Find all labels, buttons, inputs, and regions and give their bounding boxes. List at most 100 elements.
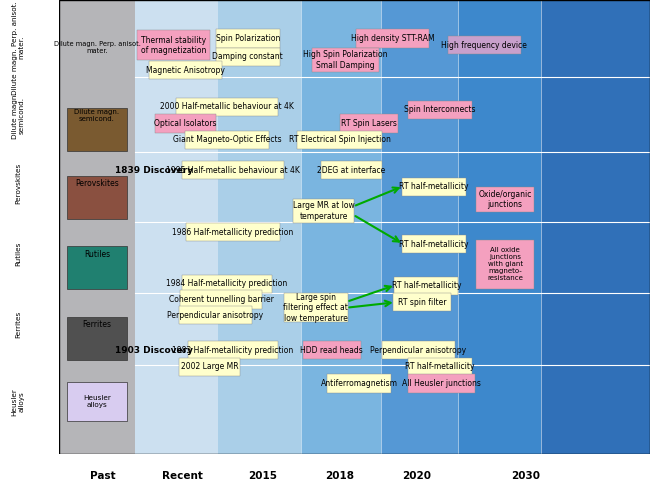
Text: Perpendicular anisotropy: Perpendicular anisotropy bbox=[167, 311, 263, 320]
FancyBboxPatch shape bbox=[408, 358, 472, 376]
Text: RT Spin Lasers: RT Spin Lasers bbox=[341, 119, 397, 128]
FancyBboxPatch shape bbox=[284, 293, 348, 322]
FancyBboxPatch shape bbox=[137, 30, 210, 61]
FancyBboxPatch shape bbox=[393, 293, 451, 311]
Text: Past: Past bbox=[90, 471, 116, 481]
Text: RT half-metallicity: RT half-metallicity bbox=[399, 240, 469, 249]
Text: Perpendicular anisotropy: Perpendicular anisotropy bbox=[370, 346, 466, 355]
Bar bbox=[58, 0, 135, 454]
Text: 2000 Half-metallic behaviour at 4K: 2000 Half-metallic behaviour at 4K bbox=[160, 102, 294, 111]
FancyBboxPatch shape bbox=[448, 36, 521, 55]
Text: High Spin Polarization
Small Damping: High Spin Polarization Small Damping bbox=[303, 50, 387, 70]
FancyBboxPatch shape bbox=[180, 290, 262, 308]
FancyBboxPatch shape bbox=[179, 358, 240, 376]
Bar bbox=[135, 0, 218, 454]
Text: All oxide
junctions
with giant
magneto-
resistance: All oxide junctions with giant magneto- … bbox=[487, 247, 523, 281]
FancyBboxPatch shape bbox=[303, 341, 361, 360]
Text: Rutiles: Rutiles bbox=[84, 250, 110, 259]
Bar bbox=[68, 317, 127, 360]
FancyBboxPatch shape bbox=[402, 235, 466, 253]
Text: RT Electrical Spin Injection: RT Electrical Spin Injection bbox=[289, 135, 391, 144]
Bar bbox=[68, 246, 127, 289]
Text: Perovskites: Perovskites bbox=[75, 179, 119, 188]
Text: Thermal stability
of magnetization: Thermal stability of magnetization bbox=[141, 36, 207, 55]
Text: High frequency device: High frequency device bbox=[441, 41, 527, 50]
Text: Heusler
alloys: Heusler alloys bbox=[83, 395, 111, 408]
Text: 2DEG at interface: 2DEG at interface bbox=[317, 166, 385, 175]
Text: Large spin
filtering effect at
low temperature: Large spin filtering effect at low tempe… bbox=[283, 293, 348, 323]
Text: All Heusler junctions: All Heusler junctions bbox=[402, 379, 481, 388]
FancyBboxPatch shape bbox=[155, 114, 216, 133]
Text: 2020: 2020 bbox=[402, 471, 431, 481]
Text: Coherent tunnelling barrier: Coherent tunnelling barrier bbox=[169, 295, 274, 304]
Text: 2030: 2030 bbox=[512, 471, 540, 481]
Bar bbox=[68, 176, 127, 219]
Text: Spin Polarization: Spin Polarization bbox=[216, 34, 280, 43]
Bar bbox=[381, 0, 458, 454]
Text: Magnetic Anisotropy: Magnetic Anisotropy bbox=[146, 66, 225, 75]
FancyBboxPatch shape bbox=[476, 240, 534, 288]
FancyBboxPatch shape bbox=[187, 224, 280, 242]
Text: Damping constant: Damping constant bbox=[213, 52, 283, 61]
FancyBboxPatch shape bbox=[179, 306, 252, 325]
FancyBboxPatch shape bbox=[356, 29, 429, 48]
Bar bbox=[541, 0, 650, 454]
Text: High density STT-RAM: High density STT-RAM bbox=[351, 34, 434, 43]
Text: Dilute magn.
semicond.: Dilute magn. semicond. bbox=[12, 92, 25, 139]
Text: 1995 Half-metallic behaviour at 4K: 1995 Half-metallic behaviour at 4K bbox=[166, 166, 300, 175]
FancyBboxPatch shape bbox=[185, 131, 269, 149]
Text: Dilute magn. Perp. anisot.
mater.: Dilute magn. Perp. anisot. mater. bbox=[53, 41, 140, 54]
Text: Perovskites: Perovskites bbox=[15, 163, 21, 204]
Text: Recent: Recent bbox=[162, 471, 203, 481]
Text: Giant Magneto-Optic Effects: Giant Magneto-Optic Effects bbox=[173, 135, 281, 144]
FancyBboxPatch shape bbox=[408, 374, 475, 392]
Text: Ferrites: Ferrites bbox=[83, 320, 111, 329]
Bar bbox=[218, 0, 301, 454]
Text: Oxide/organic
junctions: Oxide/organic junctions bbox=[478, 190, 532, 209]
Text: 1983 Half-metallicity prediction: 1983 Half-metallicity prediction bbox=[172, 346, 294, 355]
Text: Dilute magn.
semicond.: Dilute magn. semicond. bbox=[74, 109, 120, 122]
FancyBboxPatch shape bbox=[176, 98, 278, 116]
Text: Dilute magn. Perp. anisot.
mater.: Dilute magn. Perp. anisot. mater. bbox=[12, 1, 25, 95]
FancyBboxPatch shape bbox=[293, 199, 354, 224]
Bar bbox=[68, 108, 127, 151]
Text: Optical Isolators: Optical Isolators bbox=[155, 119, 217, 128]
FancyBboxPatch shape bbox=[182, 275, 272, 293]
FancyBboxPatch shape bbox=[216, 29, 280, 48]
FancyBboxPatch shape bbox=[327, 374, 391, 392]
FancyBboxPatch shape bbox=[340, 114, 398, 133]
Text: 2018: 2018 bbox=[325, 471, 354, 481]
Text: 1986 Half-metallicity prediction: 1986 Half-metallicity prediction bbox=[172, 228, 294, 237]
Text: 1903 Discovery: 1903 Discovery bbox=[115, 346, 193, 355]
Text: Spin Interconnects: Spin Interconnects bbox=[404, 105, 476, 114]
FancyBboxPatch shape bbox=[182, 161, 284, 179]
Text: Antiferromagnetism: Antiferromagnetism bbox=[320, 379, 398, 388]
Text: 1839 Discovery: 1839 Discovery bbox=[115, 166, 194, 175]
Text: RT spin filter: RT spin filter bbox=[398, 298, 447, 307]
FancyBboxPatch shape bbox=[312, 48, 379, 72]
Text: RT half-metallicity: RT half-metallicity bbox=[405, 362, 474, 371]
Text: 2015: 2015 bbox=[248, 471, 277, 481]
FancyBboxPatch shape bbox=[216, 48, 280, 66]
Bar bbox=[458, 0, 541, 454]
FancyBboxPatch shape bbox=[188, 341, 278, 360]
FancyBboxPatch shape bbox=[150, 61, 222, 80]
Bar bbox=[301, 0, 381, 454]
Text: Heusler
alloys: Heusler alloys bbox=[12, 387, 25, 416]
FancyBboxPatch shape bbox=[402, 178, 466, 196]
FancyBboxPatch shape bbox=[297, 131, 382, 149]
Text: Rutiles: Rutiles bbox=[15, 242, 21, 266]
Bar bbox=[68, 383, 127, 421]
Text: RT half-metallicity: RT half-metallicity bbox=[399, 183, 469, 191]
Text: RT half-metallicity: RT half-metallicity bbox=[392, 282, 461, 290]
Text: 1984 Half-metallicity prediction: 1984 Half-metallicity prediction bbox=[166, 279, 288, 288]
Bar bbox=[58, 0, 135, 454]
FancyBboxPatch shape bbox=[476, 187, 534, 212]
Text: HDD read heads: HDD read heads bbox=[300, 346, 363, 355]
Text: Large MR at low
temperature: Large MR at low temperature bbox=[292, 202, 354, 221]
FancyBboxPatch shape bbox=[408, 101, 472, 119]
FancyBboxPatch shape bbox=[395, 277, 458, 295]
FancyBboxPatch shape bbox=[321, 161, 382, 179]
Text: 2002 Large MR: 2002 Large MR bbox=[181, 362, 238, 371]
FancyBboxPatch shape bbox=[382, 341, 454, 360]
